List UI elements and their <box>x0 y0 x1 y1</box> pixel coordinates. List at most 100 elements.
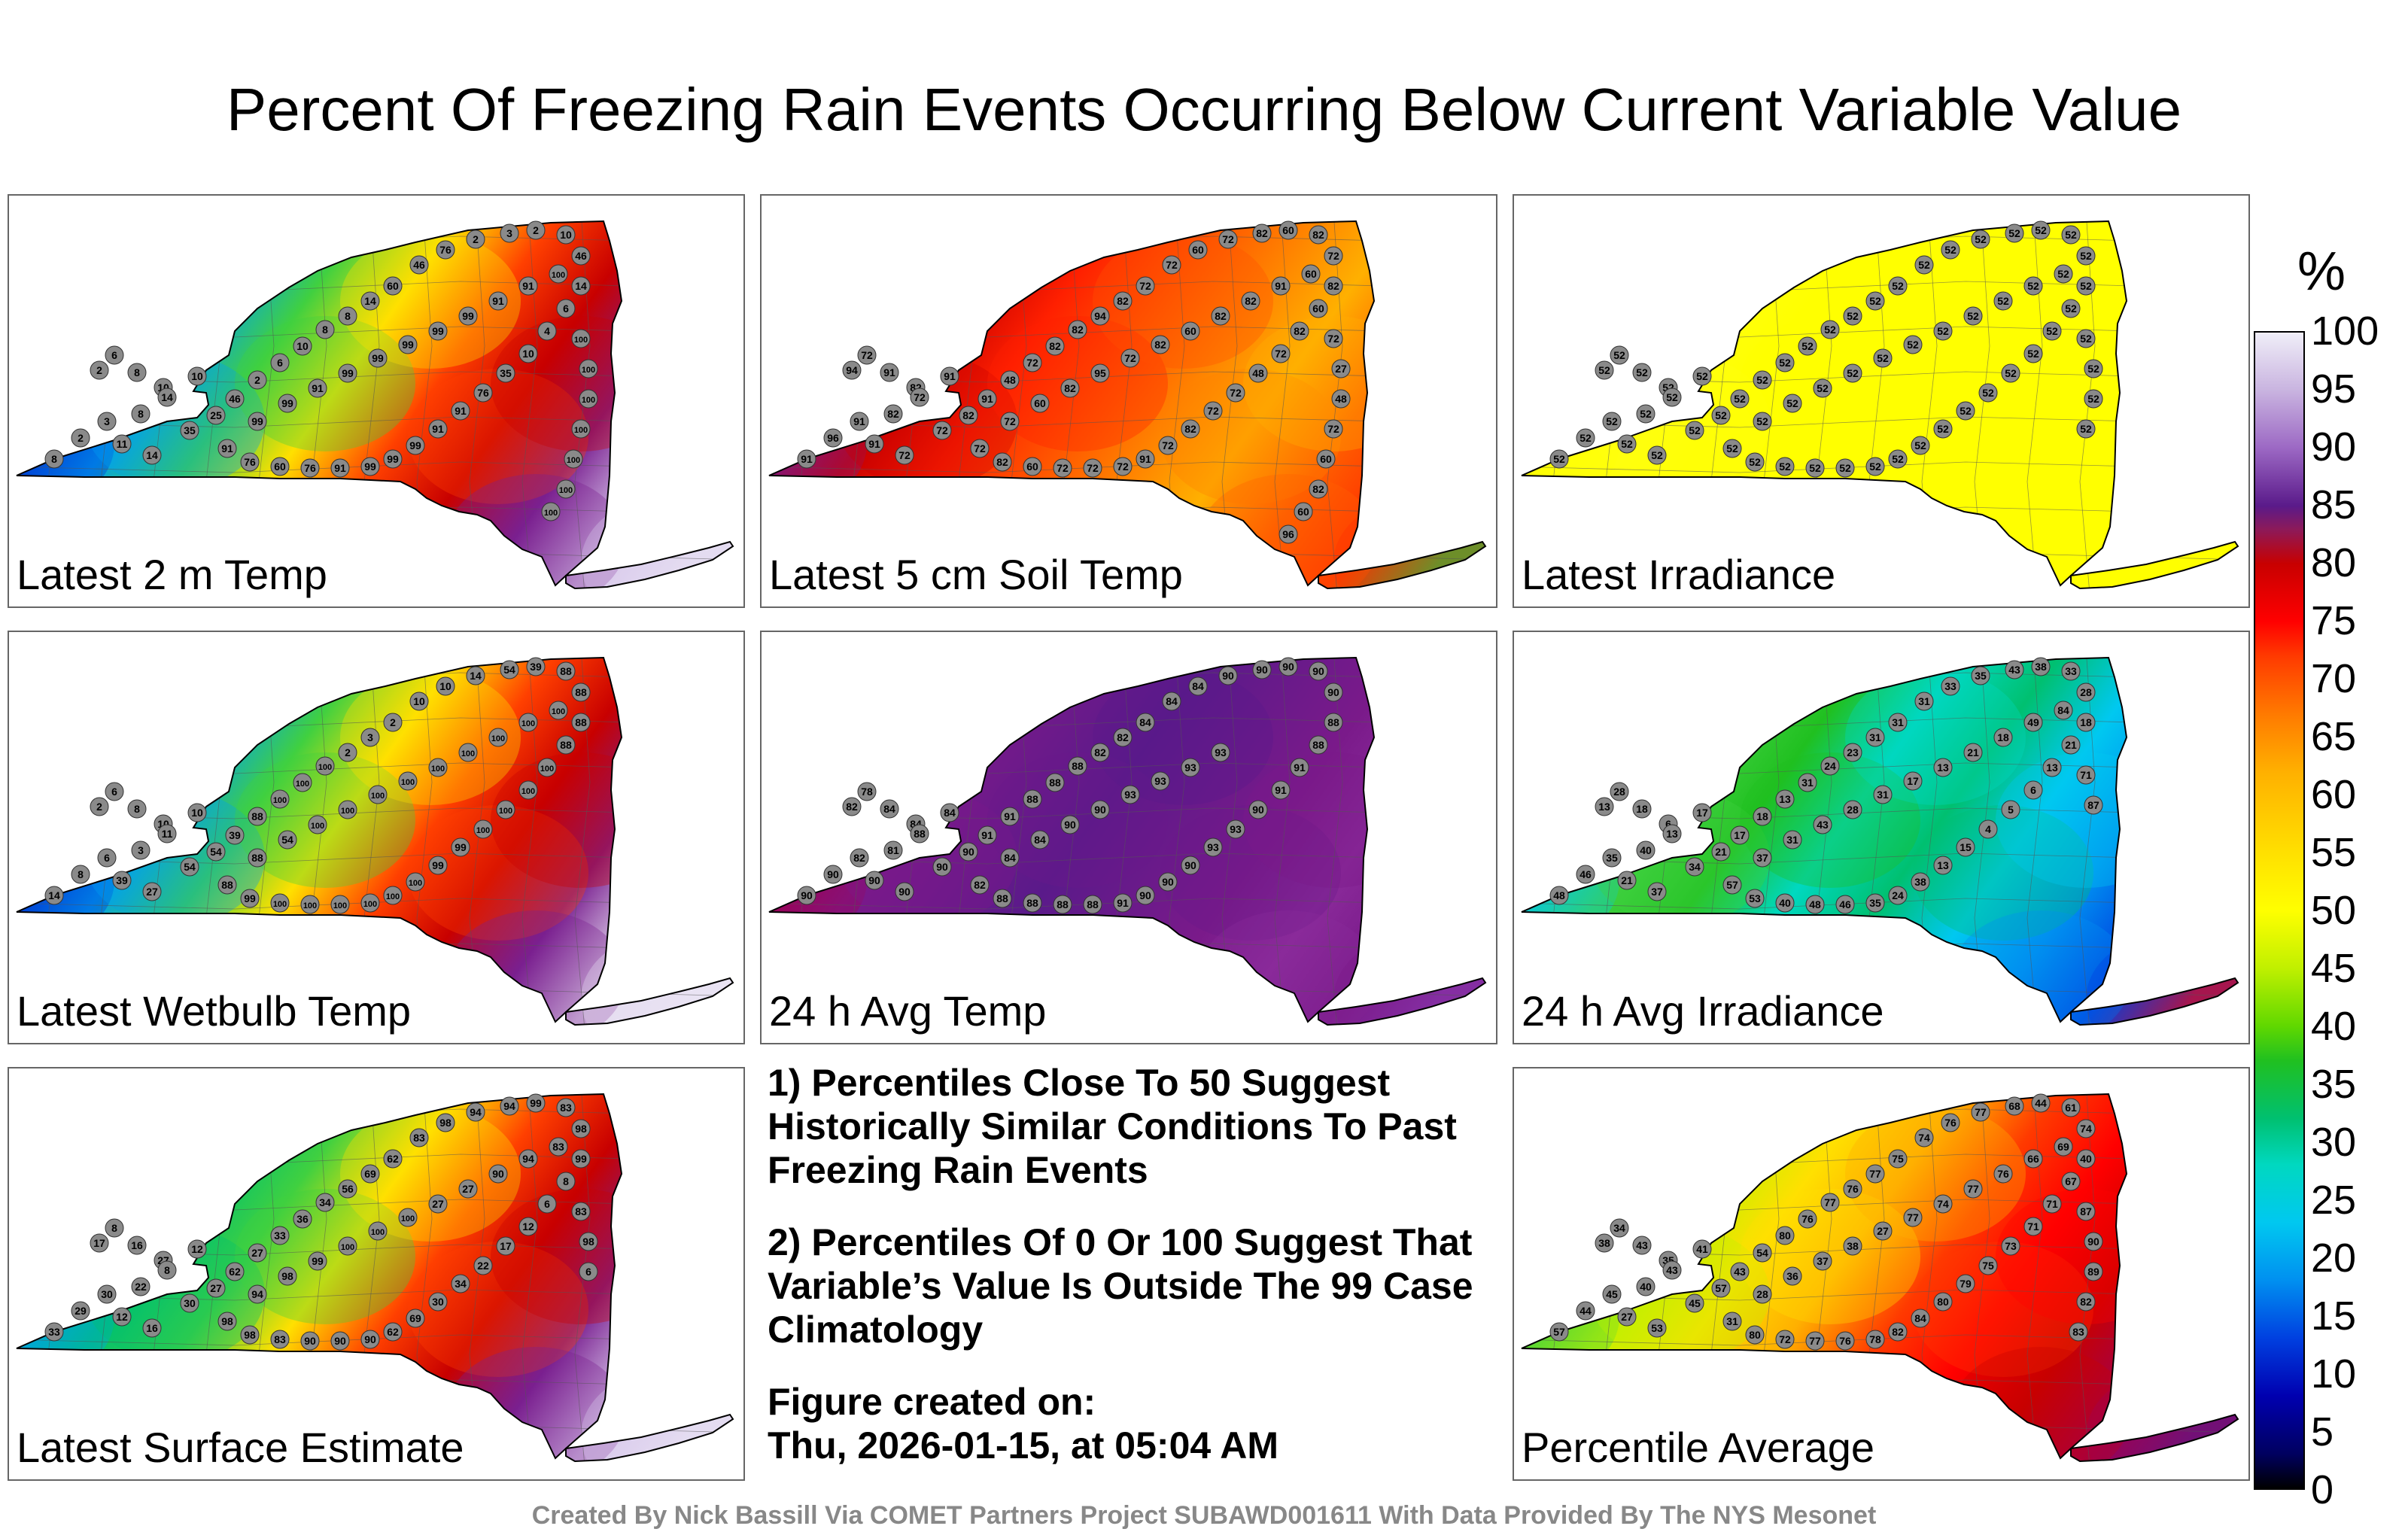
station-dot <box>1730 825 1750 845</box>
station-value: 88 <box>1312 739 1324 751</box>
station-dot <box>383 1149 403 1169</box>
station-dot <box>1309 479 1328 499</box>
station-value: 8 <box>78 868 84 880</box>
station-value: 82 <box>1049 340 1061 352</box>
station-value: 57 <box>1726 879 1738 891</box>
figure-created-label: Figure created on: <box>768 1381 1096 1423</box>
station-value: 27 <box>1621 1311 1633 1323</box>
station-dot <box>2076 713 2096 732</box>
station-dot <box>1218 229 1238 249</box>
field-blob <box>340 1106 521 1242</box>
station-value: 94 <box>503 1100 515 1112</box>
station-value: 72 <box>1207 405 1219 417</box>
station-value: 27 <box>146 886 158 898</box>
station-dot <box>1865 728 1885 747</box>
station-value: 52 <box>1779 460 1791 473</box>
station-dot <box>1636 404 1655 424</box>
station-value: 88 <box>1026 897 1038 909</box>
station-value: 48 <box>1553 889 1565 901</box>
field-blob <box>340 670 521 805</box>
station-value: 82 <box>1245 295 1257 307</box>
state-outline <box>1521 220 2128 587</box>
state-outline <box>1318 977 1487 1026</box>
station-value: 52 <box>1839 462 1851 474</box>
station-dot <box>1636 840 1655 860</box>
station-dot <box>2005 223 2024 243</box>
station-dot <box>1023 893 1042 913</box>
map-panel-latest-irradiance: 52 52 52 52 52 52 52 52 52 52 52 52 52 52 52 52 52 52 52 52… <box>1513 194 2250 608</box>
station-dot <box>895 445 914 465</box>
station-value: 48 <box>1809 898 1821 910</box>
note-1: 1) Percentiles Close To 50 Suggest Histo… <box>768 1062 1457 1191</box>
station-value: 91 <box>981 393 993 405</box>
station-dot <box>1241 291 1260 311</box>
station-value: 52 <box>1640 408 1652 420</box>
station-dot <box>1248 363 1268 383</box>
station-dot <box>428 1292 448 1312</box>
state-outline <box>565 1413 734 1463</box>
station-value: 8 <box>134 803 140 815</box>
station-dot <box>1865 1164 1885 1184</box>
station-value: 69 <box>364 1168 376 1180</box>
station-dot <box>1941 1113 1960 1132</box>
station-dot <box>571 276 591 296</box>
station-value: 99 <box>409 439 421 451</box>
station-value: 25 <box>210 409 222 421</box>
station-dot <box>1933 758 1953 777</box>
station-value: 100 <box>461 749 475 758</box>
station-dot <box>2023 1149 2043 1169</box>
station-dot <box>458 1179 478 1199</box>
station-dot <box>1090 306 1110 326</box>
station-value: 87 <box>2080 1205 2092 1217</box>
station-value: 88 <box>575 716 587 728</box>
station-dot <box>1151 771 1170 791</box>
station-value: 82 <box>1184 423 1196 435</box>
station-dot <box>451 837 470 857</box>
station-value: 91 <box>801 453 813 465</box>
county-line <box>1522 943 2238 955</box>
station-value: 83 <box>560 1102 572 1114</box>
station-dot <box>1090 800 1110 819</box>
station-dot <box>1865 457 1885 476</box>
station-dot <box>1181 321 1200 341</box>
station-value: 52 <box>1734 393 1746 405</box>
station-dot <box>1595 1233 1614 1253</box>
station-value: 52 <box>2080 423 2092 435</box>
station-dot <box>1158 436 1178 455</box>
station-dot <box>910 824 929 843</box>
station-dot <box>1226 383 1245 403</box>
station-dot <box>142 1318 162 1338</box>
panel-label: Latest Irradiance <box>1522 551 1836 598</box>
station-dot <box>1888 276 1908 296</box>
station-dot <box>360 1330 380 1349</box>
station-dot <box>1692 1239 1712 1259</box>
station-value: 52 <box>1937 423 1949 435</box>
station-value: 87 <box>2087 799 2099 811</box>
station-value: 91 <box>883 366 895 378</box>
station-value: 60 <box>1034 397 1046 409</box>
station-dot <box>1060 815 1080 834</box>
state-outline <box>16 1093 623 1460</box>
station-dot <box>44 449 64 469</box>
station-value: 94 <box>1094 310 1106 322</box>
station-value: 100 <box>296 780 309 789</box>
station-value: 88 <box>996 892 1008 904</box>
station-value: 12 <box>522 1220 534 1233</box>
station-value: 48 <box>1335 393 1347 405</box>
station-value: 75 <box>1982 1260 1994 1272</box>
station-dot <box>248 807 267 826</box>
station-value: 84 <box>883 803 895 815</box>
station-value: 90 <box>801 889 813 901</box>
station-dot <box>1023 353 1042 372</box>
station-value: 31 <box>1918 695 1930 707</box>
station-dot <box>518 713 538 732</box>
station-value: 99 <box>312 1255 324 1267</box>
station-value: 69 <box>409 1312 421 1324</box>
station-value: 10 <box>439 680 451 692</box>
field-blob <box>1160 805 1341 941</box>
station-value: 79 <box>1960 1278 1972 1290</box>
station-dot <box>993 889 1012 908</box>
station-value: 72 <box>1327 333 1339 345</box>
station-dot <box>1218 666 1238 685</box>
